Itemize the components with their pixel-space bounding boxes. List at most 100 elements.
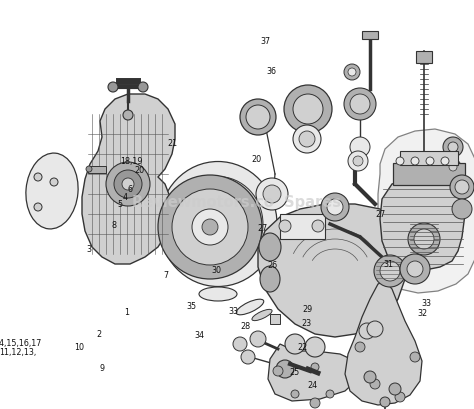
- Circle shape: [448, 143, 458, 153]
- Circle shape: [389, 383, 401, 395]
- Circle shape: [344, 65, 360, 81]
- Circle shape: [449, 164, 457, 172]
- Circle shape: [353, 157, 363, 166]
- Circle shape: [241, 350, 255, 364]
- Ellipse shape: [236, 299, 264, 315]
- Circle shape: [256, 179, 288, 211]
- Circle shape: [250, 331, 266, 347]
- Text: 8: 8: [111, 221, 116, 230]
- Text: 18,19: 18,19: [120, 156, 143, 165]
- Circle shape: [350, 138, 370, 157]
- Circle shape: [122, 179, 134, 191]
- Bar: [88, 166, 106, 173]
- Text: 33: 33: [228, 306, 238, 315]
- Circle shape: [202, 220, 218, 236]
- Circle shape: [355, 342, 365, 352]
- Circle shape: [108, 83, 118, 93]
- Circle shape: [279, 220, 291, 232]
- Bar: [416, 52, 432, 64]
- Circle shape: [192, 209, 228, 245]
- Polygon shape: [345, 281, 422, 405]
- Circle shape: [445, 160, 461, 175]
- Text: 4: 4: [123, 193, 128, 202]
- Text: 22: 22: [298, 342, 308, 351]
- Circle shape: [50, 179, 58, 187]
- Text: 27: 27: [257, 224, 267, 233]
- Circle shape: [233, 337, 247, 351]
- Circle shape: [359, 323, 375, 339]
- Circle shape: [172, 189, 248, 265]
- Text: 32: 32: [418, 308, 428, 317]
- Circle shape: [321, 193, 349, 221]
- Text: 1: 1: [124, 307, 129, 316]
- Circle shape: [86, 166, 92, 173]
- Circle shape: [374, 255, 406, 287]
- Circle shape: [310, 398, 320, 408]
- Circle shape: [344, 89, 376, 121]
- Circle shape: [326, 390, 334, 398]
- Circle shape: [240, 100, 276, 136]
- Text: 7: 7: [164, 271, 168, 280]
- Circle shape: [299, 132, 315, 148]
- Text: 23: 23: [301, 319, 312, 328]
- Circle shape: [34, 173, 42, 182]
- Circle shape: [311, 363, 319, 371]
- Text: 35: 35: [187, 301, 197, 310]
- Circle shape: [407, 261, 423, 277]
- Circle shape: [441, 157, 449, 166]
- Circle shape: [123, 111, 133, 121]
- Text: 24: 24: [308, 380, 318, 389]
- Ellipse shape: [199, 287, 237, 301]
- Circle shape: [443, 138, 463, 157]
- Text: Reviewmotors.co  Spares: Reviewmotors.co Spares: [133, 195, 341, 210]
- Text: 20: 20: [252, 155, 262, 164]
- Polygon shape: [380, 175, 465, 271]
- Text: 9: 9: [100, 364, 104, 373]
- Bar: [270, 314, 280, 324]
- Circle shape: [395, 392, 405, 402]
- Ellipse shape: [159, 162, 277, 287]
- Circle shape: [396, 157, 404, 166]
- Bar: [362, 32, 378, 40]
- Text: 5: 5: [118, 200, 122, 209]
- Circle shape: [370, 379, 380, 389]
- Ellipse shape: [260, 266, 280, 292]
- Circle shape: [410, 352, 420, 362]
- Circle shape: [452, 200, 472, 220]
- Circle shape: [455, 180, 469, 195]
- Text: 21: 21: [167, 139, 177, 148]
- Text: 36: 36: [266, 67, 276, 76]
- Ellipse shape: [252, 310, 272, 321]
- Circle shape: [411, 157, 419, 166]
- Circle shape: [284, 86, 332, 134]
- Circle shape: [138, 83, 148, 93]
- Text: 37: 37: [260, 36, 271, 45]
- Circle shape: [350, 95, 370, 115]
- Text: 25: 25: [290, 367, 300, 376]
- Circle shape: [450, 175, 474, 200]
- Circle shape: [106, 163, 150, 207]
- Polygon shape: [258, 204, 408, 337]
- Circle shape: [158, 175, 262, 279]
- Circle shape: [246, 106, 270, 130]
- Circle shape: [426, 157, 434, 166]
- Circle shape: [380, 261, 400, 281]
- Circle shape: [408, 223, 440, 255]
- Text: 20: 20: [135, 166, 145, 175]
- Text: 6: 6: [128, 184, 133, 193]
- Circle shape: [414, 229, 434, 249]
- Circle shape: [34, 204, 42, 211]
- Circle shape: [276, 360, 294, 378]
- Bar: [280, 214, 325, 239]
- Ellipse shape: [26, 154, 78, 229]
- Circle shape: [293, 126, 321, 154]
- Circle shape: [367, 321, 383, 337]
- Circle shape: [273, 366, 283, 376]
- Ellipse shape: [259, 234, 281, 261]
- Circle shape: [400, 254, 430, 284]
- Circle shape: [114, 171, 142, 198]
- Polygon shape: [268, 344, 360, 401]
- Text: 29: 29: [302, 304, 312, 313]
- Circle shape: [327, 200, 343, 216]
- Circle shape: [312, 220, 324, 232]
